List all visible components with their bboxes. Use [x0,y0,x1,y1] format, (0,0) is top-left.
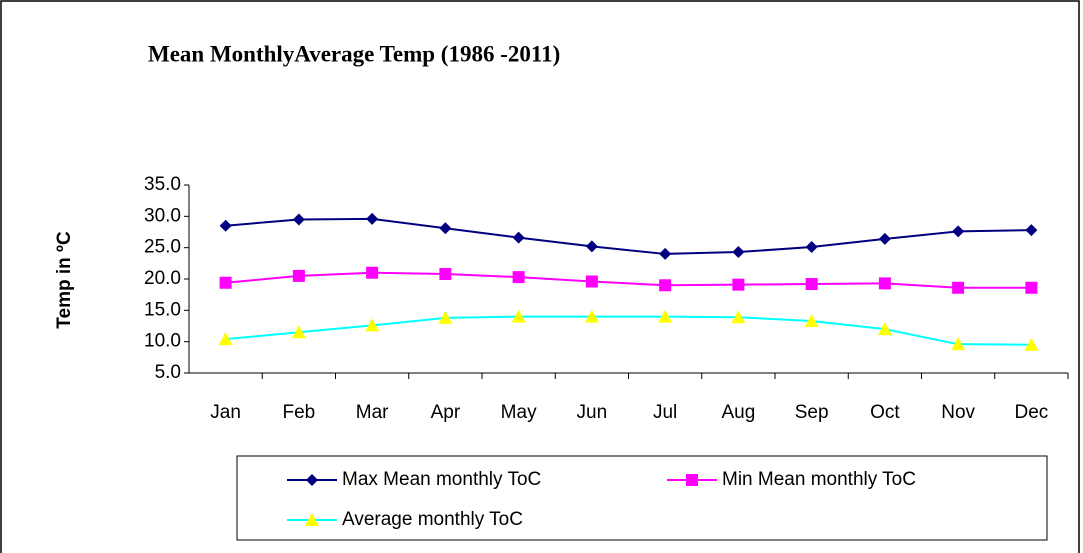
marker [952,225,965,238]
y-tick-label: 10.0 [144,331,181,352]
x-tick-label: Jan [210,402,241,423]
legend-label: Max Mean monthly ToC [342,469,541,490]
legend-label: Average monthly ToC [342,509,523,530]
x-tick-label: Sep [795,402,829,423]
x-tick-label: Nov [941,402,975,423]
marker [585,240,598,253]
x-tick-label: Jun [577,402,608,423]
marker [292,213,305,226]
marker [804,313,819,327]
marker [366,212,379,225]
y-tick-label: 15.0 [144,299,181,320]
x-tick-label: Aug [721,402,755,423]
x-tick-label: Feb [283,402,316,423]
marker [292,269,305,282]
y-tick-label: 20.0 [144,268,181,289]
marker [1025,224,1038,237]
marker [1025,281,1038,294]
y-tick-label: 25.0 [144,237,181,258]
marker [658,309,673,323]
marker [219,219,232,232]
x-tick-label: Mar [356,402,389,423]
series-line [225,217,1032,255]
x-tick-label: May [501,402,537,423]
x-tick-label: Oct [870,402,900,423]
series-line [225,271,1032,289]
marker [732,246,745,259]
marker [878,277,891,290]
marker [306,474,318,486]
marker [877,322,892,336]
marker [878,232,891,245]
x-tick-label: Apr [431,402,461,423]
marker [659,279,672,292]
marker [952,281,965,294]
marker [1024,337,1039,351]
marker [305,513,319,526]
marker [512,231,525,244]
marker [805,241,818,254]
x-tick-label: Dec [1014,402,1048,423]
y-tick-label: 5.0 [155,362,181,383]
marker [219,276,232,289]
marker [218,332,233,346]
y-tick-label: 30.0 [144,205,181,226]
marker [439,267,452,280]
marker [584,309,599,323]
legend-label: Min Mean monthly ToC [722,469,916,490]
marker [366,266,379,279]
marker [291,325,306,339]
marker [731,310,746,324]
marker [512,271,525,284]
marker [439,222,452,235]
marker [805,278,818,291]
marker [686,474,698,486]
marker [732,278,745,291]
y-axis-label: Temp in ºC [54,231,75,329]
marker [951,337,966,351]
legend-box [236,455,1048,541]
marker [438,310,453,324]
chart-title: Mean MonthlyAverage Temp (1986 -2011) [148,41,560,66]
marker [365,318,380,332]
marker [659,247,672,260]
x-tick-label: Jul [653,402,677,423]
marker [585,275,598,288]
series-line [225,315,1032,346]
y-tick-label: 35.0 [144,174,181,195]
marker [511,309,526,323]
